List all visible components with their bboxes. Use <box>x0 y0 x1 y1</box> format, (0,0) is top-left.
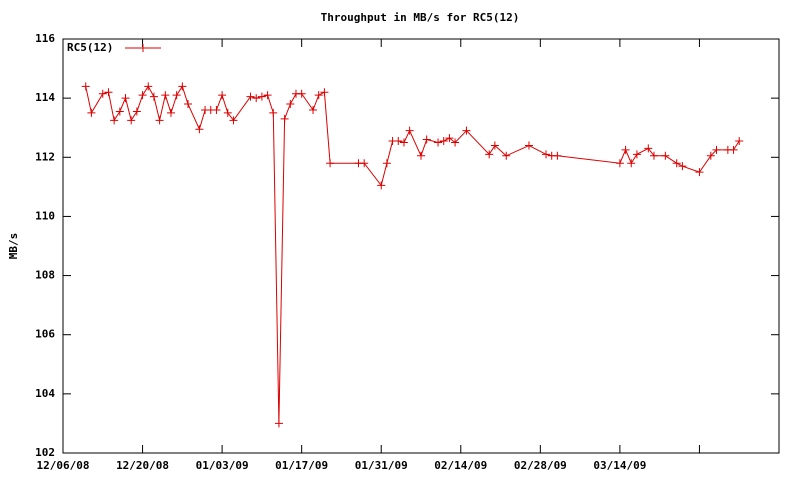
point-marker <box>405 126 414 135</box>
point-marker <box>81 82 90 91</box>
point-marker <box>115 107 124 116</box>
point-marker <box>524 141 533 150</box>
point-marker <box>320 88 329 97</box>
point-marker <box>502 151 511 160</box>
point-marker <box>98 89 107 98</box>
point-marker <box>627 159 636 168</box>
point-marker <box>451 138 460 147</box>
point-marker <box>695 168 704 177</box>
point-marker <box>166 108 175 117</box>
point-marker <box>229 116 238 125</box>
point-marker <box>394 137 403 146</box>
point-marker <box>104 88 113 97</box>
point-marker <box>274 419 283 428</box>
x-tick-label: 01/17/09 <box>275 459 328 472</box>
point-marker <box>649 151 658 160</box>
point-marker <box>195 125 204 134</box>
point-marker <box>644 144 653 153</box>
x-tick-label: 01/03/09 <box>196 459 249 472</box>
y-tick-label: 104 <box>35 387 55 400</box>
point-marker <box>729 145 738 154</box>
y-tick-label: 106 <box>35 328 55 341</box>
point-marker <box>399 138 408 147</box>
point-marker <box>286 100 295 109</box>
point-marker <box>309 105 318 114</box>
x-tick-label: 02/14/09 <box>434 459 487 472</box>
point-marker <box>735 137 744 146</box>
chart-title: Throughput in MB/s for RC5(12) <box>321 11 520 24</box>
point-marker <box>138 91 147 100</box>
point-marker <box>434 138 443 147</box>
point-marker <box>218 91 227 100</box>
point-marker <box>297 89 306 98</box>
point-marker <box>632 150 641 159</box>
point-marker <box>172 91 181 100</box>
y-tick-label: 108 <box>35 269 55 282</box>
point-marker <box>155 116 164 125</box>
point-marker <box>257 92 266 101</box>
series-line <box>85 85 740 424</box>
point-marker <box>422 135 431 144</box>
point-marker <box>678 162 687 171</box>
point-marker <box>127 116 136 125</box>
point-marker <box>132 107 141 116</box>
point-marker <box>223 108 232 117</box>
x-tick-label: 12/06/08 <box>37 459 90 472</box>
legend-marker <box>139 44 147 52</box>
point-marker <box>280 114 289 123</box>
point-marker <box>246 92 255 101</box>
point-marker <box>184 100 193 109</box>
x-tick-label: 01/31/09 <box>355 459 408 472</box>
point-marker <box>252 94 261 103</box>
x-tick-label: 12/20/08 <box>116 459 169 472</box>
point-marker <box>149 92 158 101</box>
point-marker <box>490 141 499 150</box>
point-marker <box>382 159 391 168</box>
plot-frame <box>62 38 780 454</box>
y-tick-label: 102 <box>35 446 55 459</box>
point-marker <box>144 82 153 91</box>
point-marker <box>712 145 721 154</box>
y-tick-label: 114 <box>35 91 55 104</box>
point-marker <box>360 159 369 168</box>
point-marker <box>269 108 278 117</box>
point-marker <box>87 108 96 117</box>
y-tick-label: 112 <box>35 150 55 163</box>
y-tick-label: 110 <box>35 209 55 222</box>
point-marker <box>417 151 425 160</box>
point-marker <box>661 151 670 160</box>
point-marker <box>621 145 630 154</box>
point-marker <box>212 105 221 114</box>
point-marker <box>439 137 448 146</box>
point-marker <box>462 126 471 135</box>
point-marker <box>485 150 494 159</box>
point-marker <box>615 159 624 168</box>
y-axis-label: MB/s <box>7 233 20 260</box>
y-tick-label: 116 <box>35 32 55 45</box>
point-marker <box>672 159 681 168</box>
point-marker <box>326 159 335 168</box>
point-marker <box>706 151 715 160</box>
point-marker <box>553 151 562 160</box>
point-marker <box>445 134 454 143</box>
point-marker <box>314 91 323 100</box>
point-marker <box>377 181 386 190</box>
x-tick-label: 03/14/09 <box>593 459 646 472</box>
point-marker <box>161 91 170 100</box>
point-marker <box>121 94 130 103</box>
point-marker <box>178 82 187 91</box>
point-marker <box>263 91 272 100</box>
x-tick-label: 02/28/09 <box>514 459 567 472</box>
point-marker <box>110 116 119 125</box>
legend-label: RC5(12) <box>67 41 113 54</box>
point-marker <box>542 150 551 159</box>
